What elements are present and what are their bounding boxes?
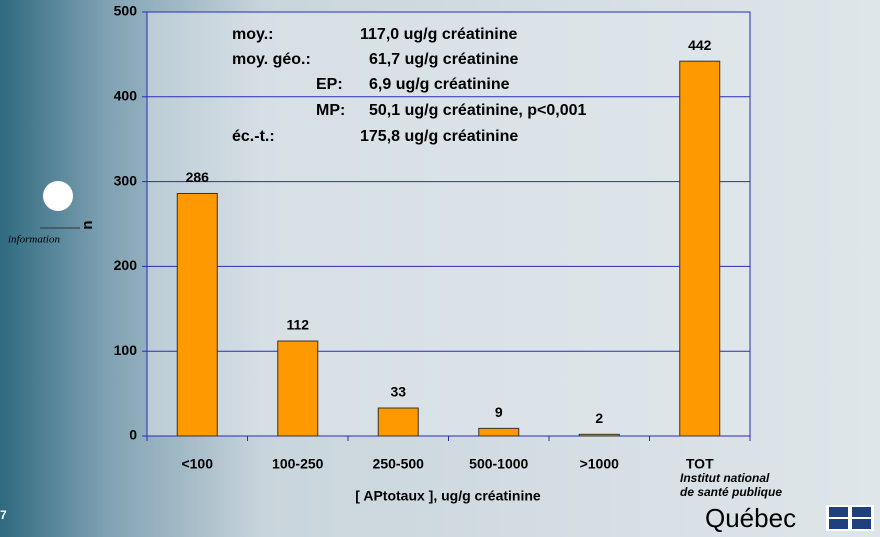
value-label: 286: [186, 169, 210, 185]
bar: [377, 407, 419, 437]
bar: [679, 60, 721, 437]
x-tick-label: <100: [181, 456, 213, 472]
side-text: information: [8, 234, 60, 246]
value-label: 9: [495, 404, 503, 420]
bar: [478, 427, 520, 437]
annotation-text: 50,1 ug/g créatinine, p<0,001: [369, 102, 587, 119]
y-tick-label: 400: [114, 88, 138, 104]
y-tick-label: 0: [129, 427, 137, 443]
annotation-text: 61,7 ug/g créatinine: [369, 51, 518, 68]
annotation-label: moy.:: [232, 26, 273, 43]
bar: [176, 192, 218, 437]
plot-area: [147, 12, 750, 436]
y-tick-label: 300: [114, 172, 138, 188]
y-tick-label: 100: [114, 342, 138, 358]
x-tick-label: 250-500: [373, 456, 425, 472]
annotation-label: éc.-t.:: [232, 128, 275, 145]
value-label: 112: [286, 317, 309, 333]
annotation-text: 117,0 ug/g créatinine: [360, 26, 518, 43]
bar: [277, 340, 319, 437]
x-axis-label: [ APtotaux ], ug/g créatinine: [355, 488, 541, 504]
annotation-text: 6,9 ug/g créatinine: [369, 76, 510, 93]
annotation-label: moy. géo.:: [232, 51, 311, 68]
value-label: 442: [688, 37, 712, 53]
annotation-label: EP:: [316, 76, 343, 93]
logo-icon: [43, 181, 73, 211]
value-label: 2: [595, 410, 603, 426]
x-tick-label: 100-250: [272, 456, 324, 472]
annotation-text: 175,8 ug/g créatinine: [360, 128, 518, 145]
slide-number: 7: [0, 508, 7, 522]
x-tick-label: 500-1000: [469, 456, 528, 472]
flag-icon: [826, 505, 874, 531]
annotation-label: MP:: [316, 102, 345, 119]
value-label: 33: [390, 384, 406, 400]
bar: [578, 433, 620, 437]
x-tick-label: TOT: [686, 456, 714, 472]
y-tick-label: 200: [114, 257, 138, 273]
province-name: Québec: [705, 503, 796, 533]
x-tick-label: >1000: [580, 456, 620, 472]
institute-line: de santé publique: [680, 485, 782, 499]
institute-line: Institut national: [680, 471, 770, 485]
y-tick-label: 500: [114, 3, 138, 19]
y-axis-label: n: [79, 220, 96, 229]
